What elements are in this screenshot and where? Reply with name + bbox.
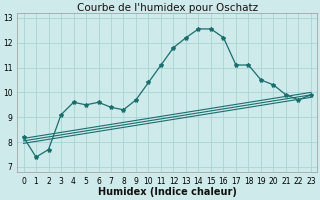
X-axis label: Humidex (Indice chaleur): Humidex (Indice chaleur) — [98, 187, 237, 197]
Title: Courbe de l'humidex pour Oschatz: Courbe de l'humidex pour Oschatz — [77, 3, 258, 13]
